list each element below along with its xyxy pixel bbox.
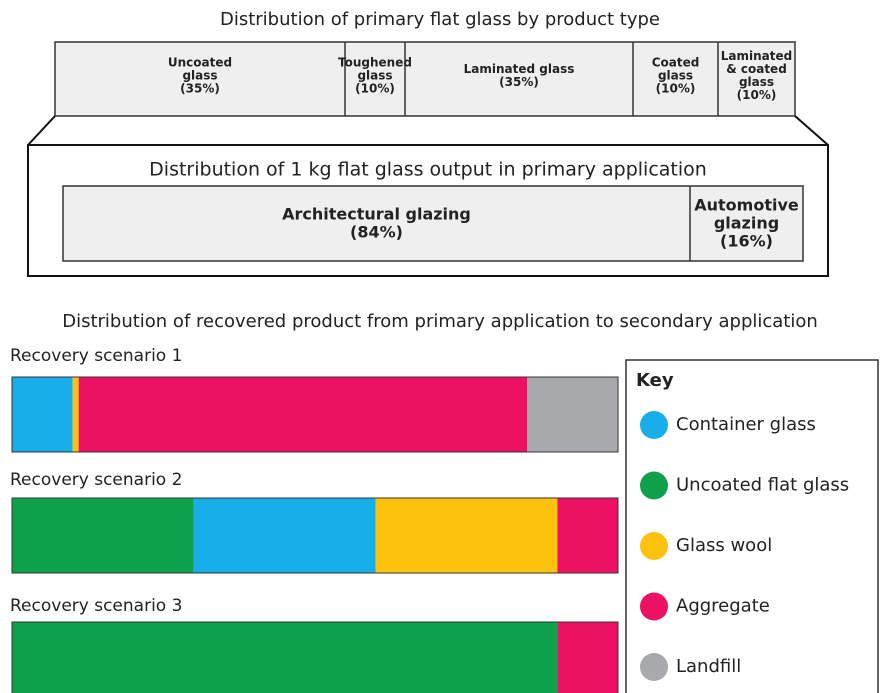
product-label: Coated [652, 56, 700, 70]
application-label: Architectural glazing [282, 205, 471, 224]
scenario-segment [527, 377, 618, 452]
key-swatch [640, 653, 668, 681]
application-title: Distribution of 1 kg flat glass output i… [149, 159, 707, 181]
funnel-left [27, 115, 56, 146]
application-label: glazing [714, 214, 779, 233]
scenario-segment [375, 498, 558, 573]
key-swatch [640, 592, 668, 621]
key-label: Aggregate [676, 596, 770, 617]
product-label: Uncoated [168, 56, 232, 70]
funnel-right [794, 115, 829, 146]
application-label: (16%) [720, 232, 773, 251]
scenario-segment [72, 377, 79, 452]
key-title: Key [636, 370, 674, 391]
scenario-label: Recovery scenario 1 [10, 346, 182, 366]
scenario-label: Recovery scenario 2 [10, 470, 182, 490]
scenario-segment [557, 622, 618, 693]
scenario-outline [11, 621, 619, 693]
application-box [62, 185, 804, 262]
product-box [54, 41, 796, 117]
scenario-segment [12, 377, 73, 452]
application-label: (84%) [350, 223, 403, 242]
key-label: Uncoated flat glass [676, 475, 849, 496]
scenario-outline [11, 376, 619, 453]
product-label: (35%) [499, 75, 539, 89]
product-label: Laminated glass [464, 62, 575, 76]
key-swatch [640, 471, 668, 500]
product-label: (10%) [656, 82, 696, 96]
product-label: (10%) [355, 82, 395, 96]
key-label: Glass wool [676, 535, 772, 556]
product-title: Distribution of primary flat glass by pr… [220, 9, 660, 30]
scenario-outline [11, 497, 619, 574]
application-label: Automotive [694, 196, 799, 215]
key-box [625, 359, 879, 693]
scenario-segment [12, 498, 194, 573]
key-swatch [640, 411, 668, 439]
key-label: Container glass [676, 414, 816, 435]
product-label: glass [182, 69, 217, 83]
product-label: (35%) [180, 82, 220, 96]
product-label: (10%) [737, 88, 777, 102]
product-label: glass [739, 75, 774, 89]
scenario-label: Recovery scenario 3 [10, 596, 182, 616]
key-swatch [640, 532, 668, 560]
scenario-segment [193, 498, 376, 573]
scenario-segment [78, 377, 528, 452]
product-label: & coated [726, 62, 787, 76]
key-label: Landfill [676, 656, 741, 677]
product-label: Toughened [338, 56, 412, 70]
recovery-title: Distribution of recovered product from p… [62, 311, 818, 332]
product-label: glass [658, 69, 693, 83]
scenario-segment [557, 498, 618, 573]
scenario-segment [12, 622, 558, 693]
product-label: Laminated [721, 49, 792, 63]
product-label: glass [357, 69, 392, 83]
